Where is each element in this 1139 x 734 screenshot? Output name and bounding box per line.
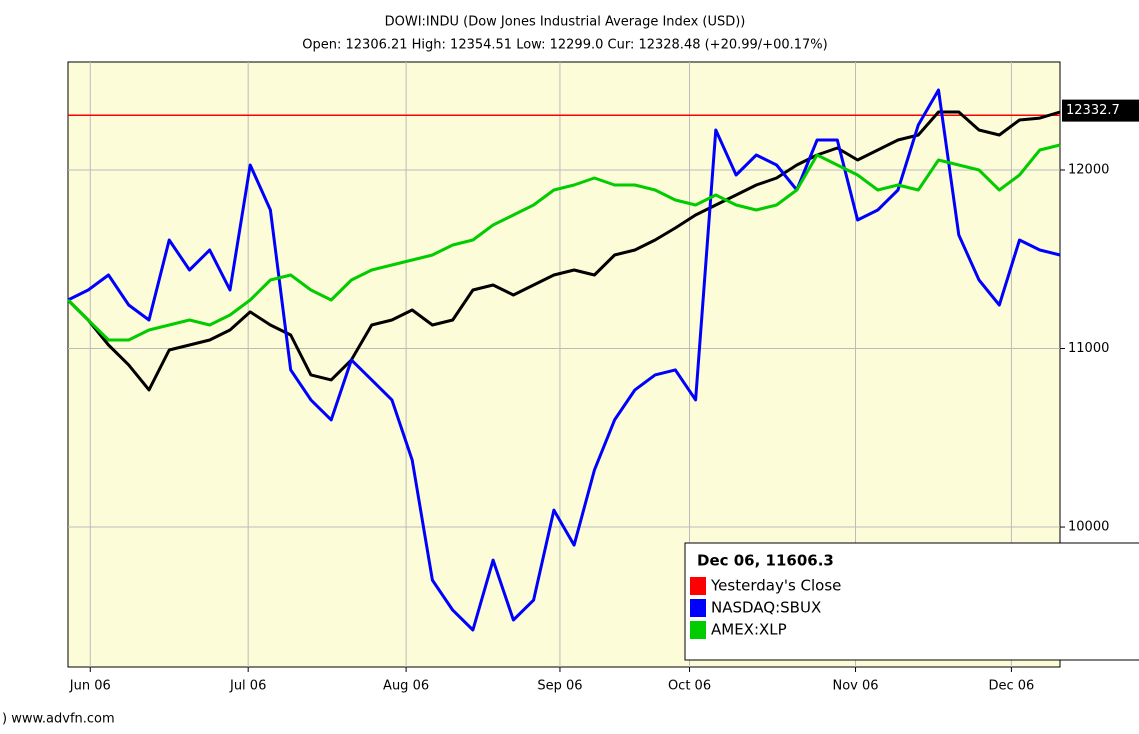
current-value-label: 12332.7 [1066,103,1120,118]
x-tick-label: Sep 06 [537,679,582,694]
series-line [66,110,1061,392]
chart-subtitle: Open: 12306.21 High: 12354.51 Low: 12299… [302,38,827,53]
series-line [66,143,1061,342]
legend-box [684,542,1139,661]
legend-swatch [690,577,706,595]
current-value-box [1062,99,1139,122]
x-tick-label: Jul 06 [229,679,266,694]
y-tick-label: 10000 [1068,520,1109,535]
series-line [67,88,1061,632]
legend-swatch [690,599,706,617]
legend-title: Dec 06, 11606.3 [697,552,834,570]
legend-label: AMEX:XLP [711,621,787,639]
y-tick-label: 11000 [1068,341,1109,356]
legend-label: NASDAQ:SBUX [711,599,821,617]
x-tick-label: Nov 06 [833,679,879,694]
source: ) www.advfn.com [2,712,115,727]
x-tick-label: Oct 06 [668,679,711,694]
x-tick-label: Dec 06 [988,679,1034,694]
x-tick-label: Jun 06 [69,679,111,694]
y-tick-label: 12000 [1068,163,1109,178]
legend-label: Yesterday's Close [710,577,841,595]
legend-swatch [690,621,706,639]
chart-title: DOWI:INDU (Dow Jones Industrial Average … [385,15,746,30]
x-tick-label: Aug 06 [383,679,429,694]
